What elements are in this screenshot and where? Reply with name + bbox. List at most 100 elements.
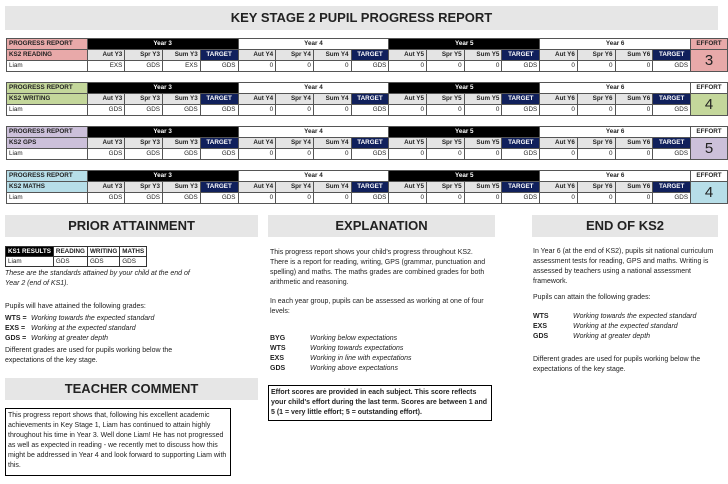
grade-code: EXS [533,323,548,330]
intro: Pupils can attain the following grades: [533,294,651,301]
ks1-cell: Liam [5,256,54,267]
column-header: TARGET [501,49,541,61]
section-heading: TEACHER COMMENT [5,378,258,400]
column-header: Sum Y4 [312,93,352,105]
column-header: Aut Y5 [388,181,428,193]
grade-cell: 0 [312,148,352,160]
grade-text: Working above expectations [310,365,398,372]
grade-cell: 0 [388,192,428,204]
grade-cell: 0 [576,148,616,160]
grade-item: EXS = Working at the expected standard [5,324,255,334]
grade-item: WTS Working towards the expected standard [533,312,718,322]
grade-cell: 0 [275,60,314,72]
grade-cell: 0 [388,60,428,72]
grade-item: GDS Working above expectations [270,364,492,374]
grade-cell: GDS [652,148,692,160]
grade-cell: GDS [652,104,692,116]
column-header: Sum Y3 [161,181,201,193]
grade-cell: 0 [614,192,654,204]
ks1-table: KS1 RESULTS READING WRITING MATHS Liam GDS GDS… [5,246,148,267]
grade-cell: 0 [463,192,503,204]
column-header: TARGET [199,93,239,105]
column-header: Sum Y4 [312,137,352,149]
grade-cell: 0 [426,148,465,160]
note: These are the standards attained by your… [5,270,190,287]
grade-text: Working at greater depth [31,335,109,342]
grade-code: WTS = [5,315,27,322]
year-header: Year 6 [539,126,692,138]
grade-cell: 0 [426,104,465,116]
grade-cell: GDS [501,192,541,204]
pupil-row: Liam GDS GDS GDS GDS 0 0 0 GDS 0 0 0 GDS 0 0 0 GDS [6,104,728,116]
grade-item: GDS = Working at greater depth [5,334,255,344]
column-header: Spr Y5 [426,93,465,105]
column-header: Spr Y5 [426,49,465,61]
year-header: Year 6 [539,170,692,182]
year-header: Year 3 [86,38,239,50]
ks1-cell: GDS [86,256,121,267]
pupil-row: Liam GDS GDS GDS GDS 0 0 0 GDS 0 0 0 GDS 0 0 0 GDS [6,148,728,160]
column-header: TARGET [199,137,239,149]
grade-code: EXS [270,355,285,362]
column-header: Spr Y6 [576,93,616,105]
ks1-table-wrap: KS1 RESULTS READING WRITING MATHS Liam GDS GDS… [5,246,148,267]
column-header: Sum Y6 [614,49,654,61]
grade-cell: 0 [539,192,578,204]
page-title: KEY STAGE 2 PUPIL PROGRESS REPORT [5,6,718,30]
grade-text: Working towards the expected standard [31,315,155,322]
column-header: Spr Y5 [426,137,465,149]
grade-cell: 0 [312,192,352,204]
grade-item: BYG Working below expectations [270,334,492,344]
column-header: Sum Y4 [312,49,352,61]
effort-value: 4 [690,93,728,116]
pupil-name: Liam [6,60,88,72]
column-header: TARGET [350,93,390,105]
year-header: Year 5 [388,82,541,94]
column-header: TARGET [501,181,541,193]
column-header: Spr Y6 [576,181,616,193]
column-header: Spr Y3 [124,181,163,193]
grade-cell: GDS [161,192,201,204]
grade-cell: EXS [161,60,201,72]
ks1-cell: GDS [52,256,88,267]
effort-label: EFFORT [690,126,728,138]
year-header: Year 4 [237,82,390,94]
column-header: Aut Y5 [388,137,428,149]
grade-cell: 0 [426,60,465,72]
column-header: Spr Y4 [275,49,314,61]
year-header: Year 4 [237,126,390,138]
grade-item: WTS Working towards expectations [270,344,492,354]
grade-cell: 0 [463,60,503,72]
grade-cell: 0 [275,148,314,160]
column-header: Sum Y3 [161,49,201,61]
grade-cell: GDS [86,148,126,160]
grade-cell: GDS [501,104,541,116]
column-row: KS2 MATHS Aut Y3 Spr Y3 Sum Y3 TARGET Aut Y4 S… [6,181,728,204]
column-header: Sum Y4 [312,181,352,193]
effort-note: Effort scores are provided in each subje… [268,385,492,421]
effort-label: EFFORT [690,38,728,50]
column-header: Sum Y5 [463,49,503,61]
grade-cell: GDS [350,192,390,204]
ks1-header-cell: MATHS [119,246,148,257]
grade-text: Working towards expectations [310,345,404,352]
grade-list: WTS Working towards the expected standard… [533,312,718,342]
grade-code: GDS = [5,335,27,342]
column-header: TARGET [350,137,390,149]
column-header: Aut Y6 [539,49,578,61]
year-header: Year 5 [388,38,541,50]
grade-cell: 0 [539,148,578,160]
grade-item: GDS Working at greater depth [533,332,718,342]
column-header: Spr Y5 [426,181,465,193]
effort-label: EFFORT [690,82,728,94]
grade-item: WTS = Working towards the expected standa… [5,314,255,324]
column-header: Aut Y5 [388,93,428,105]
column-header: Spr Y3 [124,93,163,105]
column-header: Spr Y6 [576,49,616,61]
report-label: PROGRESS REPORT [6,82,88,94]
ks1-header-cell: READING [52,246,88,257]
grade-cell: 0 [312,104,352,116]
